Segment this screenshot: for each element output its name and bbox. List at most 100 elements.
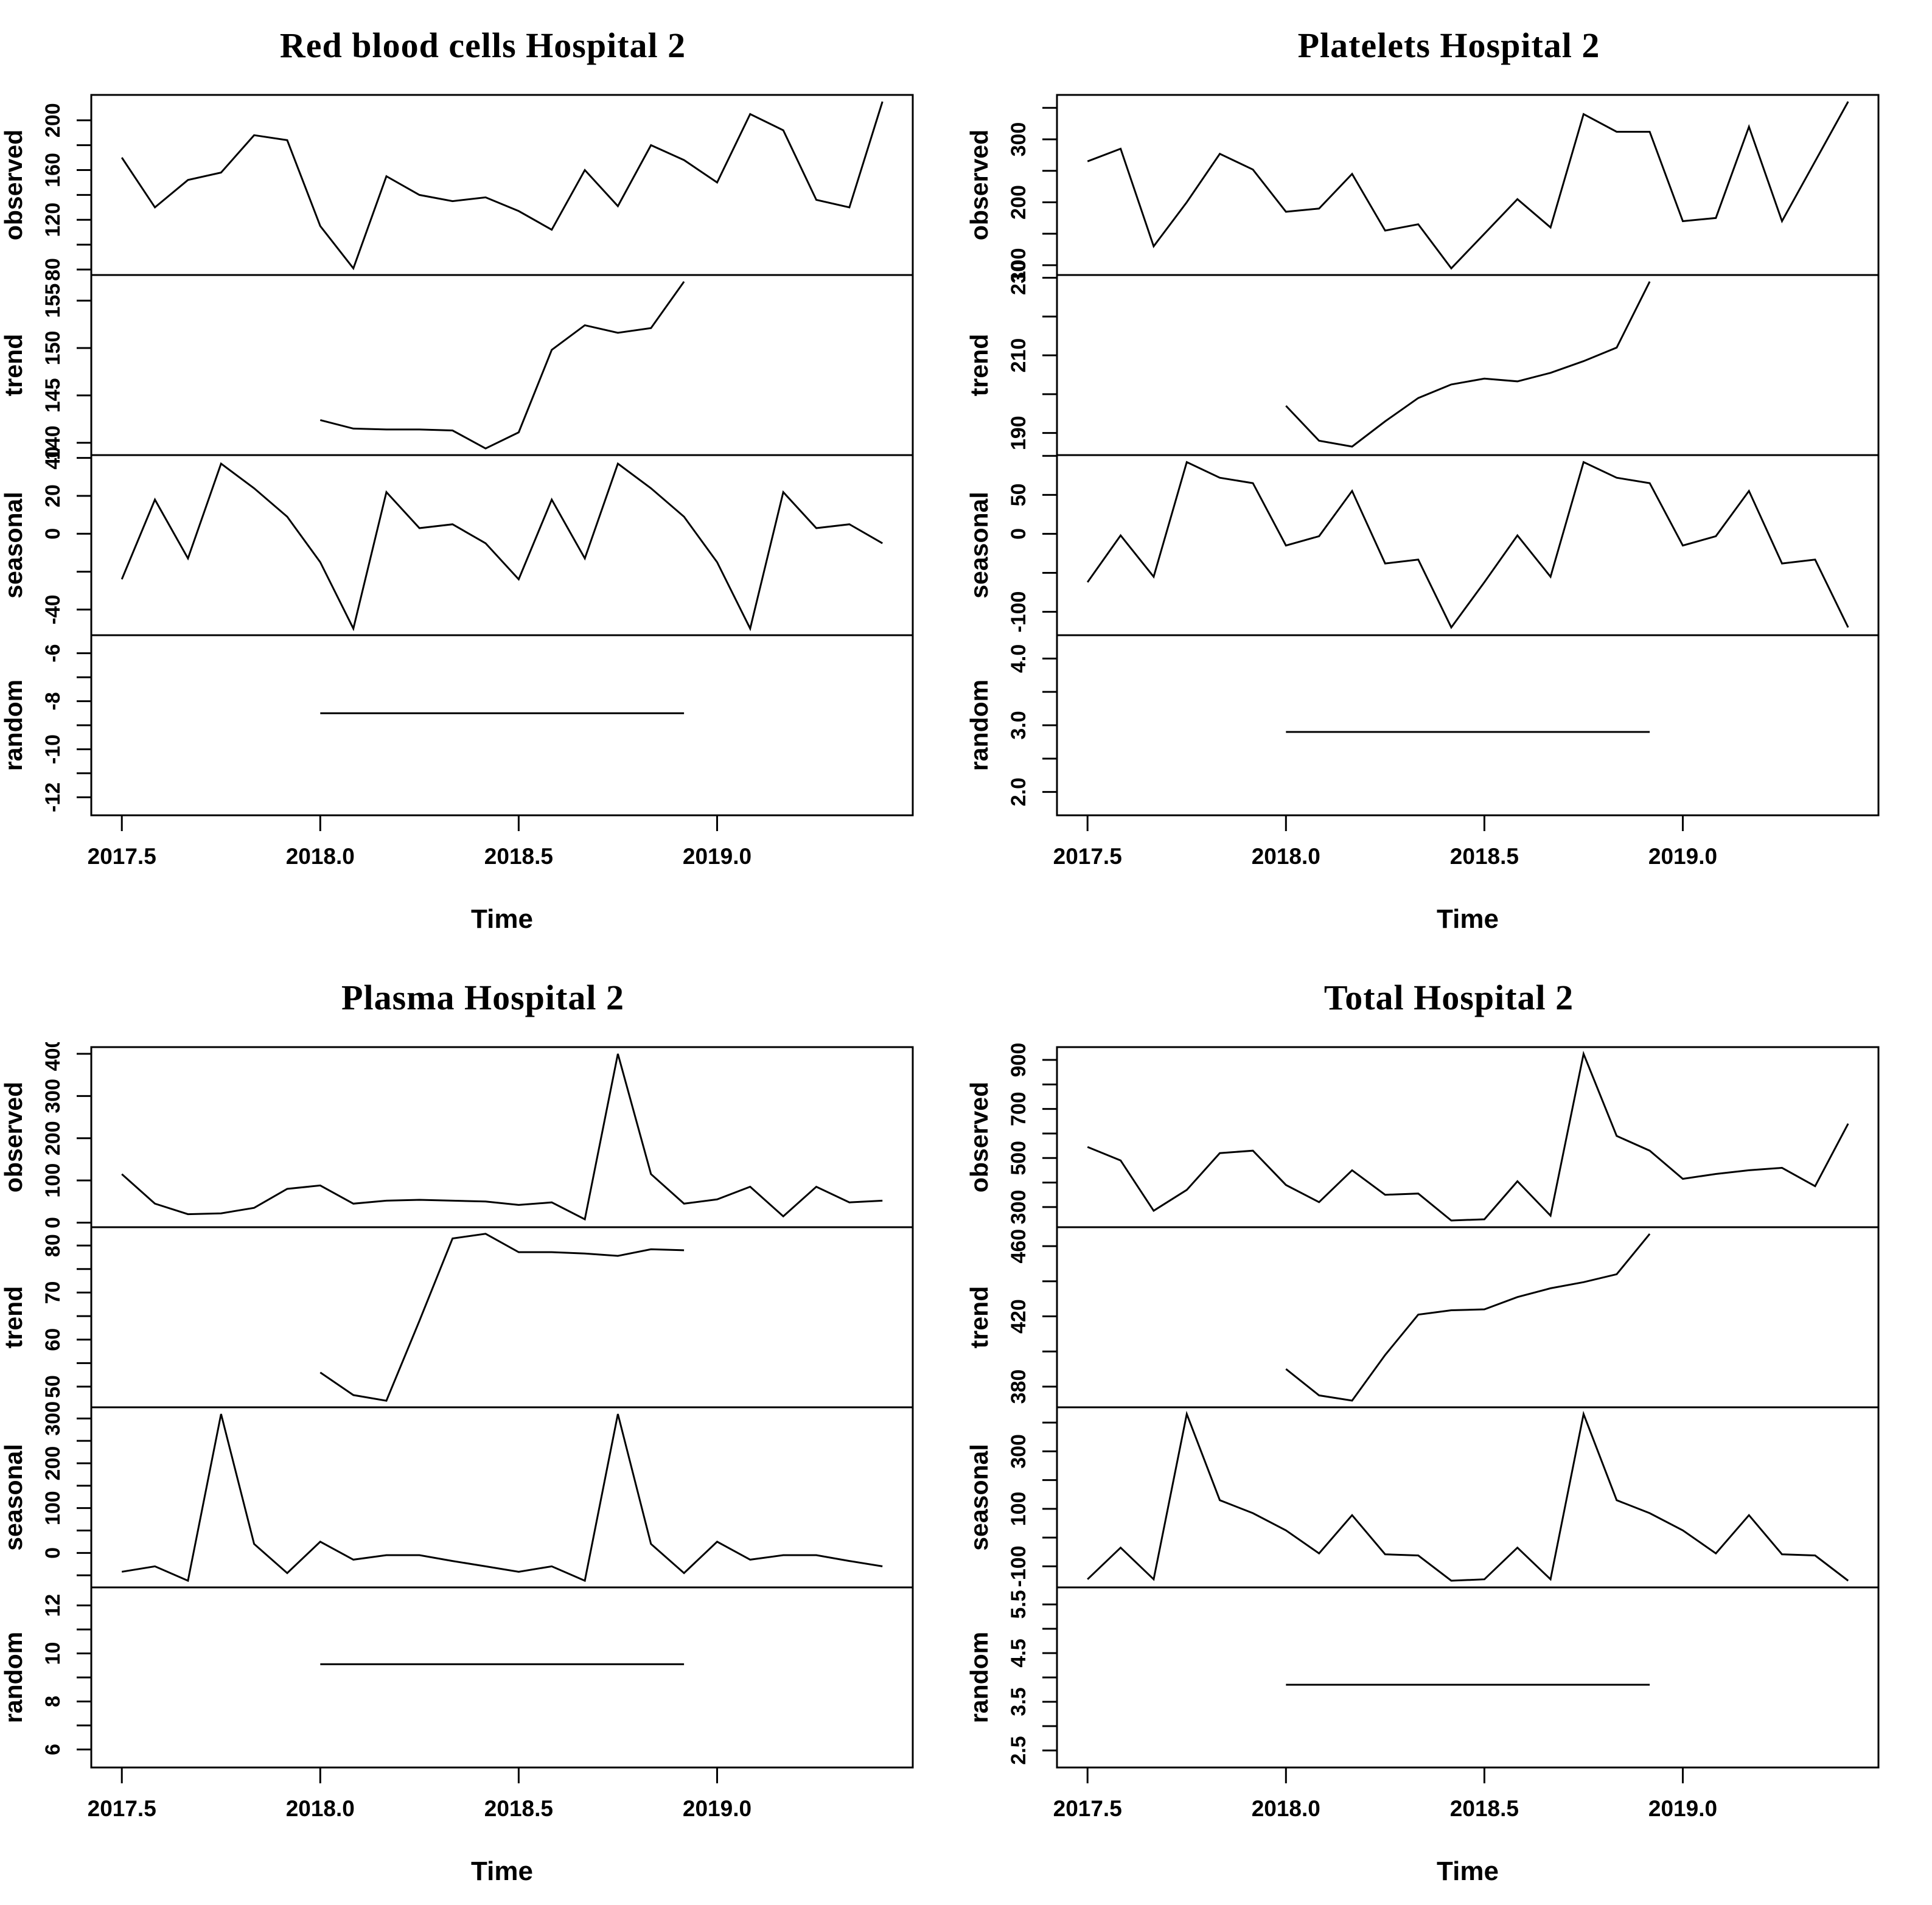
y-tick-label: 3.5 [1007,1687,1030,1716]
y-tick-label: 6 [41,1744,65,1755]
y-tick-label: 12 [41,1594,65,1617]
y-tick-label: 5.5 [1007,1590,1030,1618]
panel-box-seasonal [1056,1406,1880,1589]
y-tick-label: 400 [41,1042,65,1071]
panel-box-random [90,634,914,817]
x-axis-title: Time [1437,904,1499,934]
x-tick-label: 2018.5 [1450,1796,1519,1821]
panel-box-trend [1056,1226,1880,1409]
panel-label-seasonal: seasonal [0,492,27,599]
chart-block: Platelets Hospital 2 100 200 300 observed 190… [966,0,1932,952]
y-tick-label: 200 [41,1446,65,1481]
y-tick-label: 2.5 [1007,1736,1030,1764]
y-tick-label: 4.5 [1007,1639,1030,1667]
y-tick-label: 40 [41,447,65,470]
y-tick-label: 100 [41,1163,65,1198]
chart-plot-svg: 300 500 700 900 observed 380 420 460 trend -100 10… [966,1043,1880,1886]
chart-title: Platelets Hospital 2 [1297,25,1600,65]
y-tick-label: 100 [1007,1492,1030,1527]
panel-label-observed: observed [966,1082,993,1193]
chart-block: Plasma Hospital 2 0 100 200 300 400 observed 50… [0,952,966,1905]
seasonal-series-line [1087,1410,1849,1582]
y-tick-label: 100 [41,1491,65,1525]
x-tick-label: 2018.5 [1450,844,1519,869]
panel-box-trend [90,274,914,456]
panel-label-seasonal: seasonal [0,1444,27,1551]
panel-label-trend: trend [966,334,993,397]
panel-label-random: random [966,1632,993,1723]
y-tick-label: 0 [41,528,65,540]
y-tick-label: 155 [41,284,65,318]
y-tick-label: -40 [41,594,65,624]
y-tick-label: -8 [41,692,65,710]
observed-series-line [1087,101,1849,270]
y-tick-label: 4.0 [1007,644,1030,673]
y-tick-label: 300 [41,1079,65,1113]
y-tick-label: 300 [41,1401,65,1436]
x-tick-label: 2019.0 [1648,1796,1717,1821]
panel-box-seasonal [90,454,914,636]
panel-box-random [90,1586,914,1769]
y-tick-label: 50 [1007,483,1030,506]
chart-title: Red blood cells Hospital 2 [279,25,686,65]
x-tick-label: 2018.5 [484,844,553,869]
y-tick-label: 500 [1007,1141,1030,1175]
y-tick-label: 80 [41,1234,65,1257]
chart-block: Total Hospital 2 300 500 700 900 observed 380 4… [966,952,1932,1905]
chart-plot-svg: 100 200 300 observed 190 210 230 trend -100 0 50 se… [966,94,1880,934]
panel-box-observed [90,94,914,276]
y-tick-label: 80 [41,258,65,281]
y-tick-label: -100 [1007,1545,1030,1587]
panel-box-observed [1056,94,1880,276]
y-tick-label: 300 [1007,122,1030,157]
y-tick-label: 20 [41,484,65,507]
panel-box-random [1056,1586,1880,1769]
y-tick-label: -6 [41,644,65,662]
trend-series-line [1285,1233,1651,1402]
y-tick-label: 8 [41,1696,65,1707]
y-tick-label: 200 [41,1121,65,1155]
y-tick-label: 50 [41,1375,65,1398]
panel-label-observed: observed [966,130,993,240]
observed-series-line [1087,1050,1849,1222]
y-tick-label: 0 [41,1217,65,1228]
observed-series-line [121,1053,883,1221]
panel-box-observed [90,1046,914,1228]
y-tick-label: 300 [1007,1190,1030,1225]
y-tick-label: 230 [1007,260,1030,295]
x-axis-title: Time [1437,1856,1499,1886]
y-tick-label: 0 [1007,528,1030,540]
x-tick-label: 2019.0 [683,1796,752,1821]
panel-label-random: random [966,680,993,771]
y-tick-label: 3.0 [1007,711,1030,739]
y-tick-label: 200 [41,103,65,138]
x-tick-label: 2017.5 [88,844,156,869]
y-tick-label: 60 [41,1328,65,1351]
chart-title: Plasma Hospital 2 [341,977,624,1017]
y-tick-label: -10 [41,734,65,764]
x-tick-label: 2017.5 [1053,844,1122,869]
panel-label-seasonal: seasonal [966,492,993,599]
x-tick-label: 2019.0 [1648,844,1717,869]
panel-label-observed: observed [0,1082,27,1193]
panel-label-trend: trend [0,1286,27,1349]
y-tick-label: 200 [1007,185,1030,220]
x-tick-label: 2018.0 [286,1796,355,1821]
y-tick-label: 150 [41,331,65,366]
y-tick-label: 2.0 [1007,778,1030,806]
panel-box-observed [1056,1046,1880,1228]
x-tick-label: 2017.5 [1053,1796,1122,1821]
seasonal-series-line [1086,461,1849,630]
y-tick-label: 120 [41,203,65,237]
y-tick-label: 460 [1007,1229,1030,1264]
y-tick-label: -12 [41,782,65,812]
y-tick-label: 190 [1007,416,1030,450]
trend-series-line [319,1233,685,1402]
y-tick-label: 145 [41,378,65,413]
panel-label-trend: trend [966,1286,993,1349]
y-tick-label: 700 [1007,1092,1030,1126]
x-axis-title: Time [471,904,533,934]
seasonal-series-line [121,1413,883,1583]
panel-label-random: random [0,1632,27,1723]
